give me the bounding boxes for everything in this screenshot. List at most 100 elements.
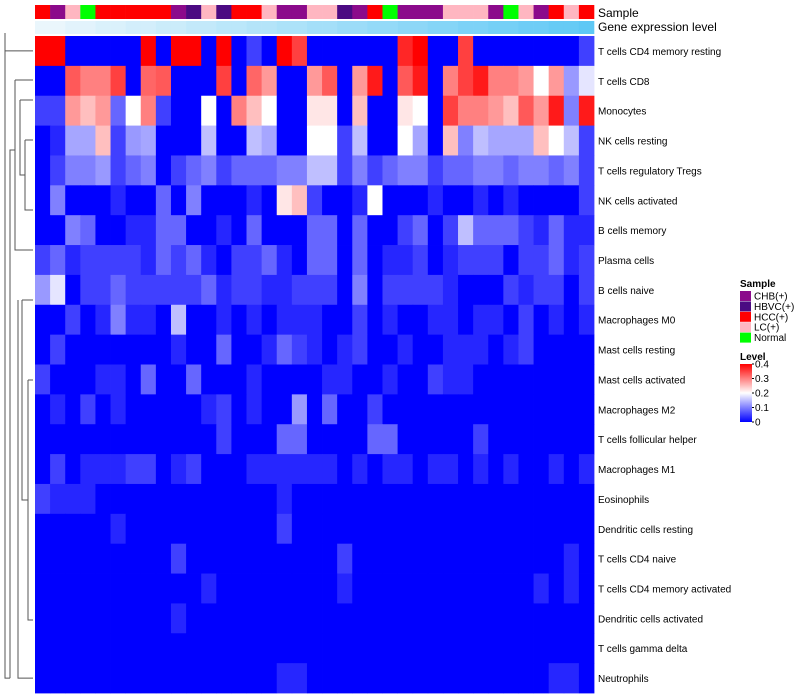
heatmap-cell — [578, 245, 595, 276]
heatmap-cell — [412, 483, 429, 515]
heatmap-cell — [533, 603, 550, 634]
heatmap-cell — [95, 215, 111, 246]
heatmap-cell — [186, 424, 202, 455]
heatmap-cell — [503, 185, 519, 216]
heatmap-cell — [170, 185, 187, 216]
heatmap-cell — [125, 424, 142, 455]
heatmap-cell — [337, 364, 353, 395]
heatmap-cell — [276, 633, 293, 664]
heatmap-cell — [35, 95, 51, 126]
gene-expression-cell — [306, 21, 323, 34]
dendrogram-branch — [14, 80, 33, 251]
sample-annotation-cell — [125, 5, 142, 19]
heatmap-cell — [458, 215, 474, 246]
heatmap-cell — [548, 185, 565, 216]
heatmap-cell — [125, 36, 142, 67]
heatmap-cell — [488, 483, 504, 515]
heatmap-cell — [397, 215, 414, 246]
heatmap-cell — [548, 334, 565, 365]
gene-expression-cell — [337, 21, 353, 34]
heatmap-cell — [140, 603, 157, 634]
heatmap-cell — [291, 663, 308, 694]
heatmap-cell — [276, 334, 293, 365]
heatmap-cell — [231, 364, 247, 395]
heatmap-cell — [488, 125, 504, 156]
heatmap-cell — [110, 304, 127, 336]
heatmap-cell — [65, 633, 81, 664]
heatmap-cell — [563, 36, 580, 67]
heatmap-cell — [563, 483, 580, 515]
gene-expression-cell — [80, 21, 96, 34]
heatmap-cell — [442, 394, 459, 425]
heatmap-cell — [186, 95, 202, 126]
heatmap-cell — [276, 663, 293, 694]
heatmap-cell — [488, 633, 504, 664]
heatmap-cell — [95, 603, 111, 634]
heatmap-cell — [458, 513, 474, 545]
gene-expression-cell — [125, 21, 142, 34]
heatmap-cell — [50, 573, 66, 604]
heatmap-cell — [306, 65, 323, 97]
row-label: Neutrophils — [598, 674, 649, 685]
heatmap-cell — [473, 245, 489, 276]
heatmap-cell — [246, 215, 263, 246]
heatmap-cell — [216, 334, 232, 365]
heatmap-cell — [337, 304, 353, 336]
heatmap-cell — [382, 334, 398, 365]
heatmap-cell — [533, 95, 550, 126]
heatmap-cell — [473, 454, 489, 485]
heatmap-cell — [548, 543, 565, 574]
heatmap-cell — [246, 65, 263, 97]
heatmap-cell — [488, 424, 504, 455]
heatmap-cell — [352, 334, 368, 365]
heatmap-cell — [412, 125, 429, 156]
heatmap-cell — [186, 245, 202, 276]
heatmap-cell — [216, 304, 232, 336]
heatmap-cell — [322, 543, 338, 574]
heatmap-cell — [473, 394, 489, 425]
heatmap-cell — [473, 125, 489, 156]
legend-tick-label: 0.1 — [755, 403, 769, 414]
heatmap-cell — [65, 274, 81, 306]
row-label: T cells follicular helper — [598, 435, 697, 446]
heatmap-cell — [563, 573, 580, 604]
heatmap-cell — [186, 334, 202, 365]
gene-expression-annotation-bar — [35, 21, 595, 34]
heatmap-cell — [488, 454, 504, 485]
heatmap-cell — [80, 155, 96, 186]
heatmap-cell — [322, 125, 338, 156]
heatmap-cell — [170, 215, 187, 246]
heatmap-cell — [110, 633, 127, 664]
heatmap-cell — [110, 36, 127, 67]
row-label: B cells naive — [598, 286, 655, 297]
heatmap-cell — [458, 274, 474, 306]
heatmap-cell — [578, 36, 595, 67]
heatmap-cell — [306, 95, 323, 126]
heatmap-cell — [261, 573, 278, 604]
heatmap-cell — [261, 603, 278, 634]
heatmap-cell — [170, 603, 187, 634]
heatmap-cell — [473, 95, 489, 126]
heatmap-cell — [518, 215, 534, 246]
heatmap-cell — [261, 424, 278, 455]
heatmap-cell — [548, 633, 565, 664]
heatmap-cell — [503, 215, 519, 246]
heatmap-cell — [80, 304, 96, 336]
heatmap-cell — [65, 454, 81, 485]
heatmap-cell — [382, 454, 398, 485]
heatmap-cell — [518, 95, 534, 126]
heatmap-cell — [382, 95, 398, 126]
heatmap-cell — [95, 543, 111, 574]
heatmap-cell — [473, 424, 489, 455]
heatmap-cell — [337, 155, 353, 186]
heatmap-cell — [216, 603, 232, 634]
heatmap-cell — [140, 95, 157, 126]
heatmap-cell — [125, 95, 142, 126]
heatmap-cell — [352, 245, 368, 276]
heatmap-cell — [473, 274, 489, 306]
row-label: Monocytes — [598, 107, 646, 118]
heatmap-cell — [186, 274, 202, 306]
heatmap-cell — [201, 513, 217, 545]
heatmap-cell — [352, 36, 368, 67]
heatmap-cell — [140, 364, 157, 395]
